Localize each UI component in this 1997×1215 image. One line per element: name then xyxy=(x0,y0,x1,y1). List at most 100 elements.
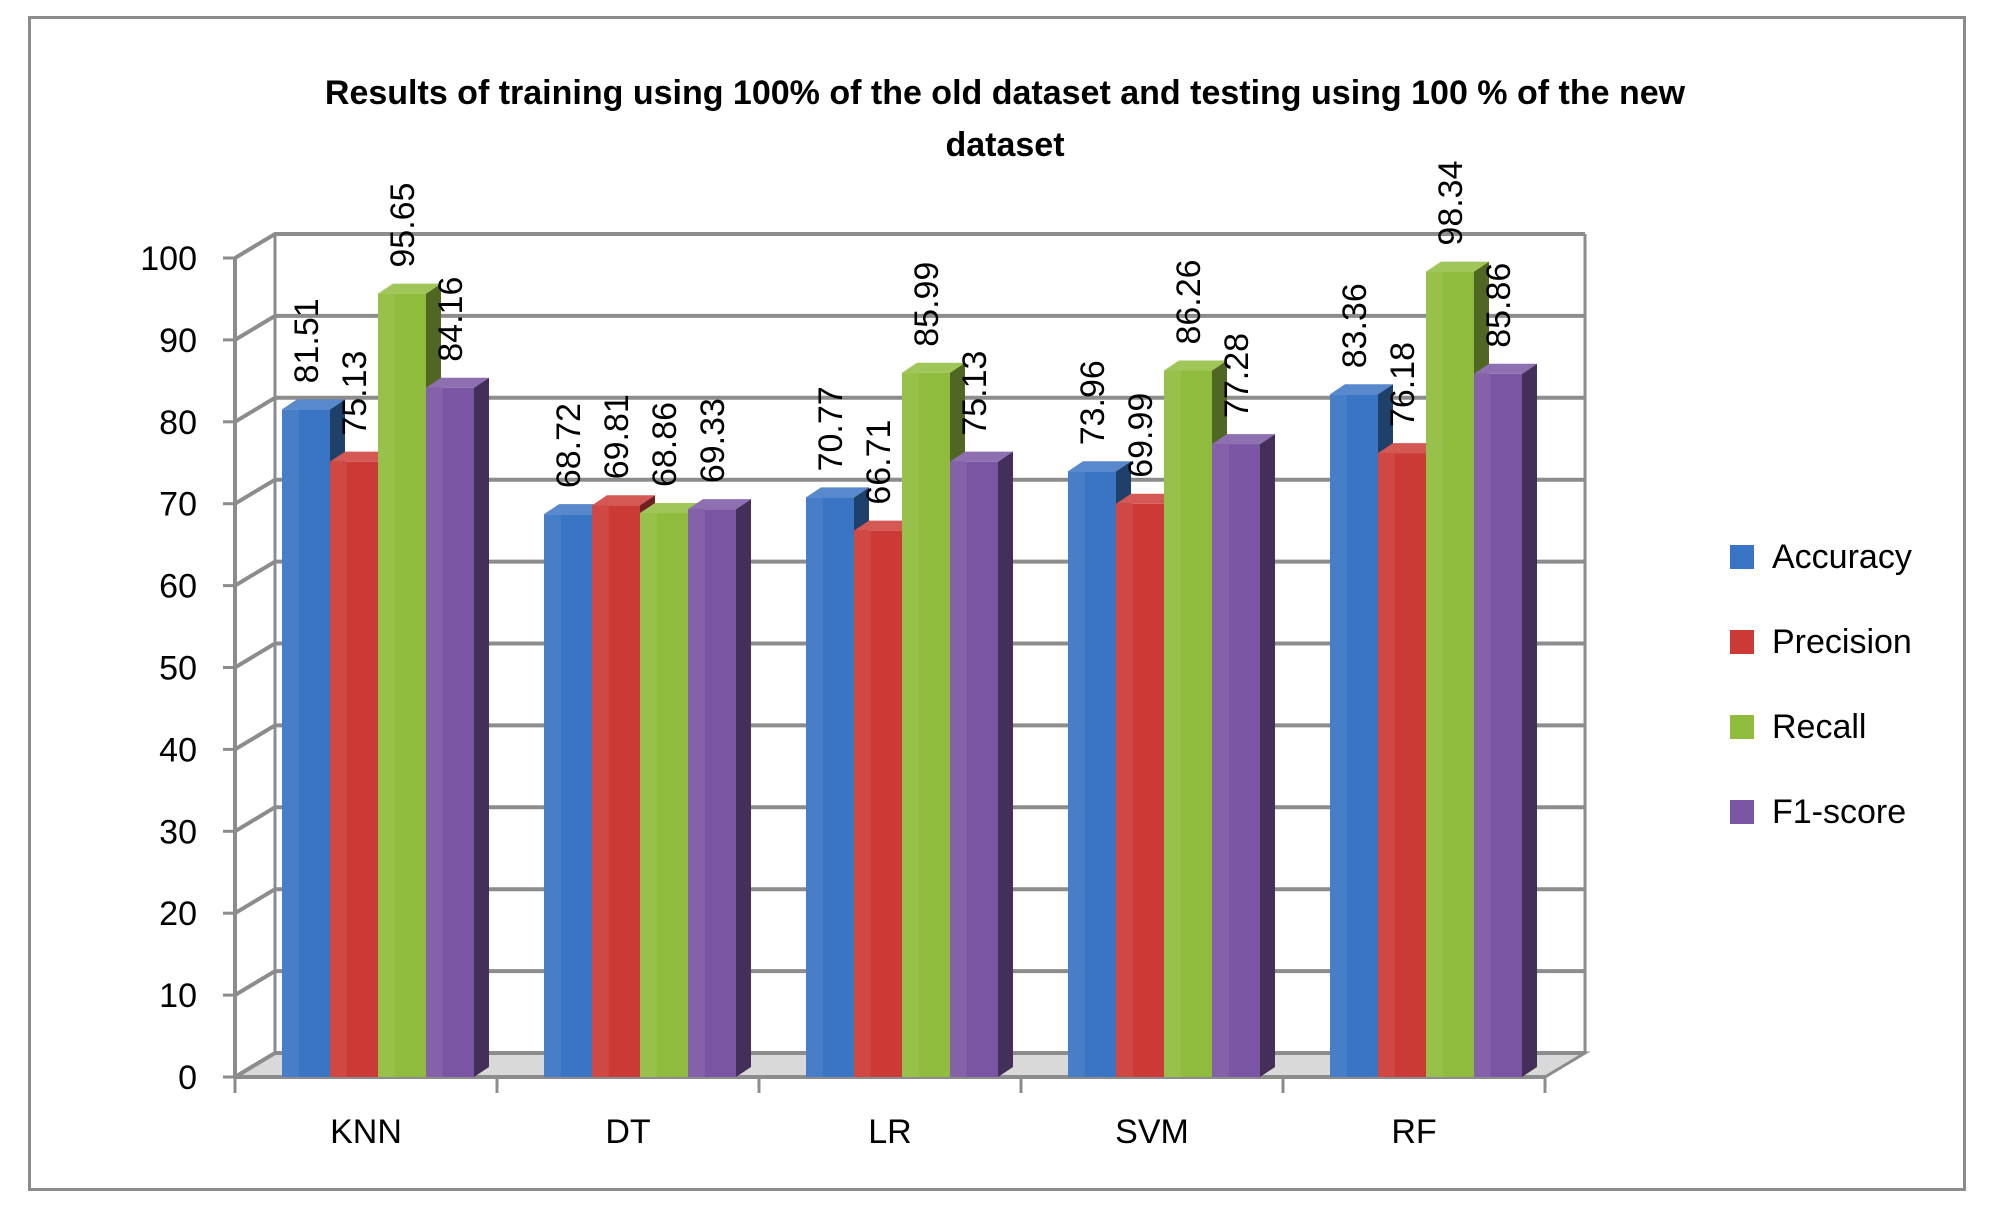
data-label: 69.81 xyxy=(598,394,636,479)
bar-highlight xyxy=(1212,444,1229,1078)
bar-highlight xyxy=(544,514,561,1077)
bar-side xyxy=(998,451,1013,1077)
bar-highlight xyxy=(1116,503,1133,1078)
bar-top xyxy=(592,495,655,506)
bar xyxy=(1212,434,1275,1078)
y-tick-label: 60 xyxy=(159,568,197,606)
bar-top xyxy=(806,487,869,498)
bar-side xyxy=(474,377,489,1077)
bar-highlight xyxy=(592,505,609,1077)
bar-highlight xyxy=(902,372,919,1077)
x-tick-label: LR xyxy=(868,1113,911,1151)
bar-highlight xyxy=(854,530,871,1077)
chart-title-line-2: dataset xyxy=(945,126,1064,164)
data-label: 83.36 xyxy=(1336,283,1374,368)
bar-top xyxy=(1474,363,1537,374)
y-tick-label: 90 xyxy=(159,322,197,360)
data-label: 75.13 xyxy=(336,351,374,436)
chart-title: Results of training using 100% of the ol… xyxy=(325,74,1686,164)
legend-item: Precision xyxy=(1730,623,1912,661)
data-label: 68.86 xyxy=(646,402,684,487)
bar xyxy=(426,377,489,1077)
bar-highlight xyxy=(426,387,443,1077)
data-label: 66.71 xyxy=(860,420,898,505)
data-label: 76.18 xyxy=(1384,342,1422,427)
bar-top xyxy=(854,520,917,531)
bar-highlight xyxy=(950,461,967,1077)
legend-swatch xyxy=(1730,630,1754,654)
bar-highlight xyxy=(378,293,395,1078)
bar-top xyxy=(902,362,965,373)
chart-title-line-1: Results of training using 100% of the ol… xyxy=(325,74,1686,112)
x-tick-label: SVM xyxy=(1115,1113,1189,1151)
bar-top xyxy=(1164,360,1227,371)
x-tick-label: RF xyxy=(1391,1113,1436,1151)
bar-side xyxy=(736,499,751,1078)
data-label: 70.77 xyxy=(812,386,850,471)
bar-highlight xyxy=(806,497,823,1078)
legend: Accuracy Precision Recall F1-score xyxy=(1730,538,1912,831)
x-tick-label: KNN xyxy=(330,1113,402,1151)
bar-top xyxy=(1068,461,1131,472)
bar-top xyxy=(1378,443,1441,454)
bar-top xyxy=(378,283,441,294)
y-tick-label: 10 xyxy=(159,977,197,1015)
bar-highlight xyxy=(688,509,705,1078)
data-label: 73.96 xyxy=(1074,360,1112,445)
bar-highlight xyxy=(1378,453,1395,1077)
bar-top xyxy=(640,503,703,514)
data-label: 86.26 xyxy=(1170,259,1208,344)
legend-label: Recall xyxy=(1772,708,1866,746)
bar-highlight xyxy=(330,461,347,1077)
data-label: 85.86 xyxy=(1480,263,1518,348)
legend-label: Accuracy xyxy=(1772,538,1912,576)
bar-highlight xyxy=(1164,370,1181,1077)
bar xyxy=(1474,363,1537,1077)
legend-swatch xyxy=(1730,800,1754,824)
data-label: 95.65 xyxy=(384,183,422,268)
bar-top xyxy=(688,499,751,510)
bar-highlight xyxy=(1068,471,1085,1078)
data-label: 75.13 xyxy=(956,351,994,436)
data-label: 69.33 xyxy=(694,398,732,483)
x-tick-label: DT xyxy=(605,1113,650,1151)
y-tick-label: 40 xyxy=(159,731,197,769)
legend-swatch xyxy=(1730,545,1754,569)
bar-highlight xyxy=(640,513,657,1077)
bar-top xyxy=(1426,261,1489,272)
y-tick-label: 30 xyxy=(159,813,197,851)
y-tick-label: 0 xyxy=(178,1059,197,1097)
data-label: 68.72 xyxy=(550,403,588,488)
bar-top xyxy=(1116,493,1179,504)
y-tick-label: 20 xyxy=(159,895,197,933)
y-tick-label: 70 xyxy=(159,486,197,524)
bar xyxy=(950,451,1013,1077)
x-axis: KNN DT LR SVM RF xyxy=(233,1075,1547,1151)
bar-highlight xyxy=(1330,394,1347,1077)
y-tick-label: 80 xyxy=(159,404,197,442)
bar-top xyxy=(330,451,393,462)
bar-top xyxy=(1212,434,1275,445)
data-label: 69.99 xyxy=(1122,393,1160,478)
legend-item: Accuracy xyxy=(1730,538,1912,576)
legend-label: F1-score xyxy=(1772,793,1906,831)
bar-highlight xyxy=(1474,373,1491,1077)
bar xyxy=(688,499,751,1078)
data-labels: 81.51 75.13 95.65 84.16 68.72 69.81 68.86 69.33… xyxy=(288,161,1518,505)
data-label: 84.16 xyxy=(432,277,470,362)
y-axis: 0 10 20 30 40 50 60 70 80 90 100 xyxy=(140,240,237,1097)
legend-swatch xyxy=(1730,715,1754,739)
legend-item: F1-score xyxy=(1730,793,1906,831)
bar-side xyxy=(1522,363,1537,1077)
data-label: 77.28 xyxy=(1218,333,1256,418)
bar-top xyxy=(1330,384,1393,395)
legend-label: Precision xyxy=(1772,623,1912,661)
bar-highlight xyxy=(1426,271,1443,1077)
bars xyxy=(282,261,1537,1078)
data-label: 81.51 xyxy=(288,298,326,383)
data-label: 85.99 xyxy=(908,262,946,347)
bar-top xyxy=(544,504,607,515)
bar-top xyxy=(282,399,345,410)
bar-side xyxy=(1260,434,1275,1078)
